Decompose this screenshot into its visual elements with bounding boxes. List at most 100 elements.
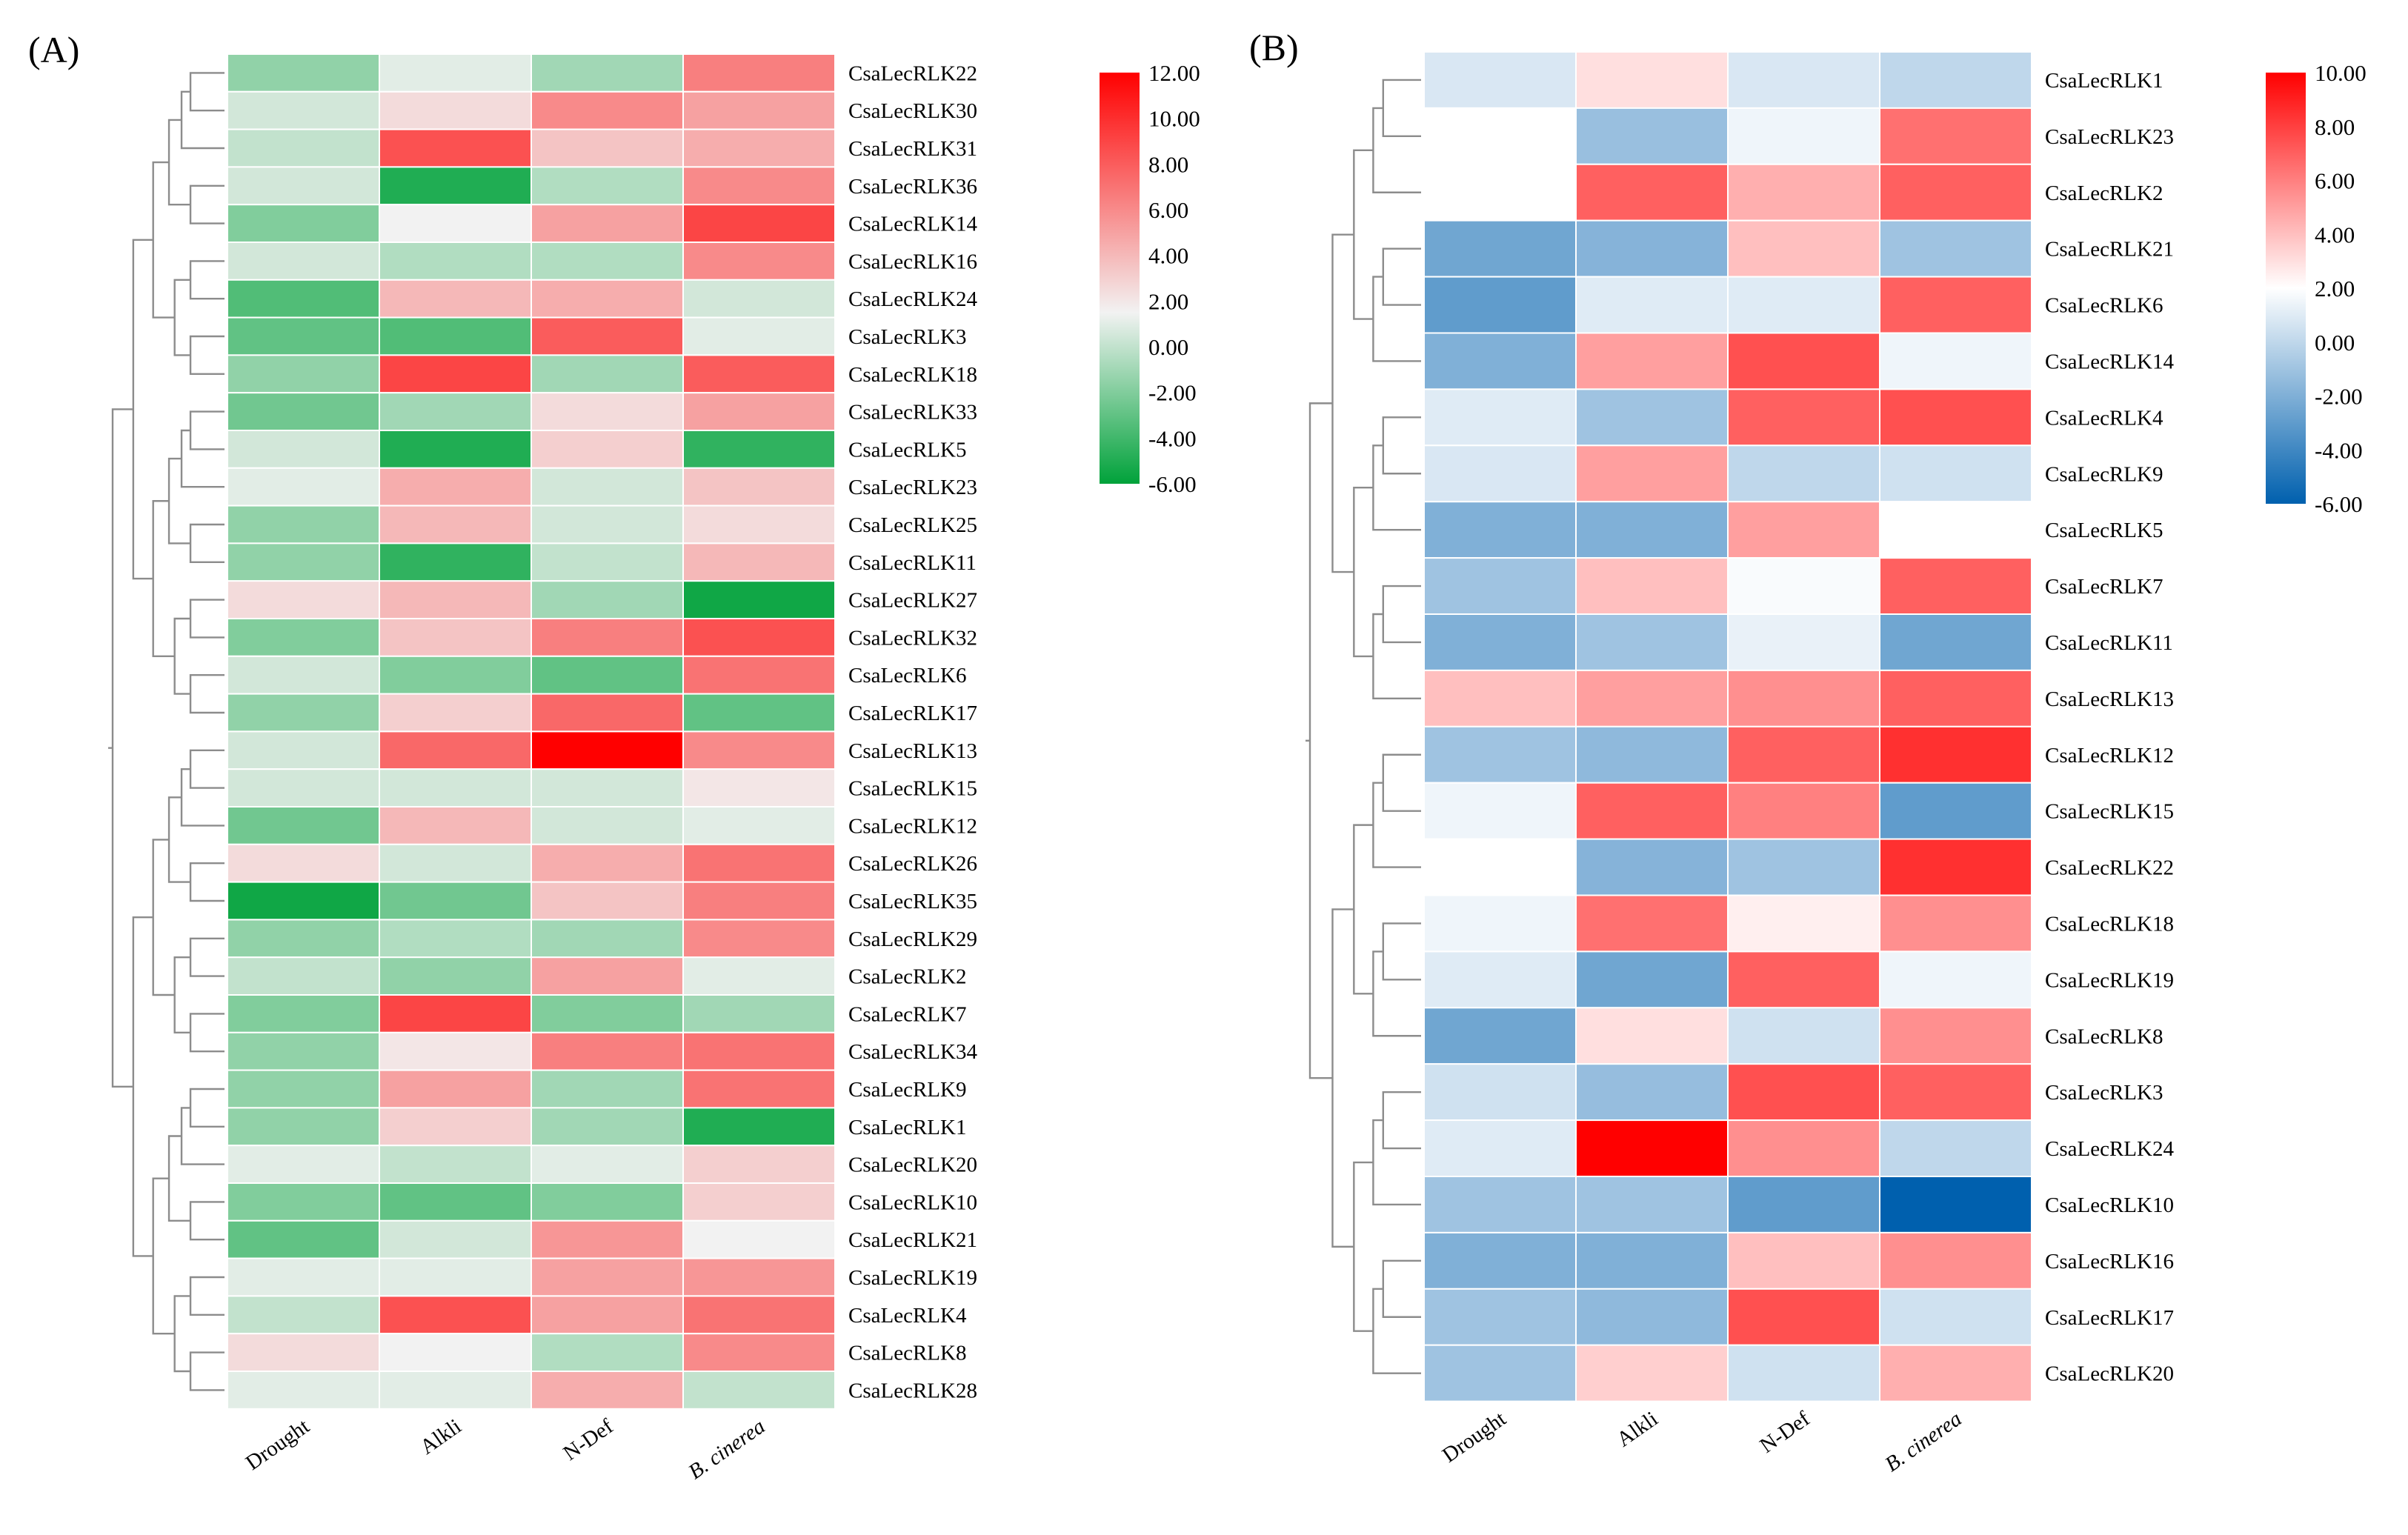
row-label: CsaLecRLK33	[848, 401, 977, 424]
heatmap-cell	[227, 1295, 380, 1335]
heatmap-cell	[682, 806, 836, 845]
colorbar-tick-label: -4.00	[2315, 437, 2363, 463]
heatmap-row	[227, 279, 836, 319]
heatmap-cell	[1575, 51, 1729, 109]
heatmap-cell	[531, 430, 684, 469]
dendrogram-branch	[1382, 1091, 1421, 1150]
row-label: CsaLecRLK7	[848, 1002, 966, 1026]
dendrogram-branch	[1382, 79, 1421, 138]
heatmap-cell	[1423, 613, 1577, 671]
heatmap-row	[227, 316, 836, 356]
heatmap-cell	[1727, 1231, 1880, 1290]
heatmap-row	[1423, 669, 2032, 727]
row-label: CsaLecRLK35	[848, 890, 977, 913]
dendrogram-branch	[1353, 487, 1374, 658]
heatmap-cell	[682, 693, 836, 733]
heatmap-cell	[1879, 163, 2032, 222]
heatmap-row	[1423, 107, 2032, 165]
heatmap-row	[1423, 725, 2032, 784]
colorbar-tick-label: 6.00	[2315, 168, 2355, 194]
heatmap-cell	[1879, 1063, 2032, 1122]
dendrogram-branch	[1372, 276, 1421, 362]
heatmap-cell	[682, 1371, 836, 1410]
dendrogram-branch	[167, 796, 191, 883]
heatmap-row	[227, 806, 836, 845]
dendrogram-branch	[189, 674, 224, 714]
heatmap-row	[1423, 1007, 2032, 1065]
colorbar-tick-label: 2.00	[1148, 288, 1188, 314]
heatmap-cell	[682, 1182, 836, 1222]
heatmap-cell	[379, 1371, 532, 1410]
colorbar-tick-label: 12.00	[1148, 60, 1200, 86]
dendrogram-branch	[1372, 950, 1421, 1037]
heatmap-cell	[227, 166, 380, 206]
heatmap-cell	[682, 768, 836, 808]
heatmap-row	[227, 1295, 836, 1335]
heatmap-cell	[531, 1182, 684, 1222]
dendrogram-branch	[189, 937, 224, 977]
row-label: CsaLecRLK19	[848, 1266, 977, 1290]
heatmap-cell	[531, 1107, 684, 1147]
row-label: CsaLecRLK2	[848, 965, 966, 989]
dendrogram-branch	[1382, 1259, 1421, 1318]
panel-a-label: (A)	[28, 29, 80, 70]
dendrogram-branch	[1372, 1288, 1421, 1374]
heatmap-cell	[227, 768, 380, 808]
heatmap-cell	[227, 128, 380, 168]
heatmap-cell	[682, 242, 836, 281]
heatmap-row	[1423, 613, 2032, 671]
colorbar-tick-label: -6.00	[1148, 471, 1197, 497]
heatmap-cell	[227, 1107, 380, 1147]
heatmap-cell	[1727, 838, 1880, 896]
row-label: CsaLecRLK12	[848, 814, 977, 838]
heatmap-cell	[1423, 276, 1577, 334]
row-label: CsaLecRLK36	[848, 175, 977, 199]
row-label: CsaLecRLK21	[2045, 238, 2174, 262]
row-label: CsaLecRLK23	[2045, 125, 2174, 149]
row-label: CsaLecRLK20	[2045, 1362, 2174, 1386]
heatmap-cell	[1727, 782, 1880, 840]
heatmap-cell	[227, 843, 380, 883]
heatmap-cell	[531, 204, 684, 244]
heatmap-cell	[682, 1069, 836, 1109]
heatmap-cell	[531, 1295, 684, 1335]
dendrogram-branch	[152, 161, 175, 319]
row-label: CsaLecRLK15	[848, 777, 977, 801]
heatmap-cell	[1879, 1119, 2032, 1177]
heatmap-row	[227, 655, 836, 695]
column-label: Alkli	[416, 1414, 465, 1459]
heatmap-cell	[531, 618, 684, 657]
heatmap-cell	[227, 242, 380, 281]
heatmap-cell	[379, 1145, 532, 1184]
dendrogram-branch	[132, 239, 153, 580]
heatmap-cell	[682, 505, 836, 545]
heatmap-cell	[682, 542, 836, 582]
dendrogram-branch	[167, 1135, 191, 1222]
heatmap-cell	[682, 1145, 836, 1184]
heatmap-cell	[379, 279, 532, 319]
dendrogram-branch	[180, 1107, 224, 1165]
dendrogram-branch	[173, 279, 191, 356]
heatmap-cell	[1879, 51, 2032, 109]
column-label: N-Def	[1755, 1407, 1814, 1458]
colorbar-tick-label: 10.00	[1148, 106, 1200, 132]
heatmap-cell	[1575, 1119, 1729, 1177]
column-label: Drought	[1438, 1407, 1511, 1468]
heatmap-row	[227, 618, 836, 657]
heatmap-cell	[531, 580, 684, 620]
heatmap-cell	[531, 1145, 684, 1184]
row-label: CsaLecRLK2	[2045, 182, 2163, 205]
heatmap-cell	[1575, 1176, 1729, 1233]
colorbar-tick-label: 0.00	[1148, 334, 1188, 360]
heatmap-row	[227, 919, 836, 959]
heatmap-cell	[379, 542, 532, 582]
heatmap-cell	[379, 505, 532, 545]
dendrogram-branch	[189, 599, 224, 639]
dendrogram-branch	[173, 1295, 191, 1373]
heatmap-row	[227, 542, 836, 582]
heatmap-cell	[1727, 1119, 1880, 1177]
dendrogram-branch	[1353, 1161, 1374, 1332]
heatmap-cell	[682, 1031, 836, 1071]
heatmap-cell	[1879, 1007, 2032, 1065]
heatmap-cell	[682, 90, 836, 130]
